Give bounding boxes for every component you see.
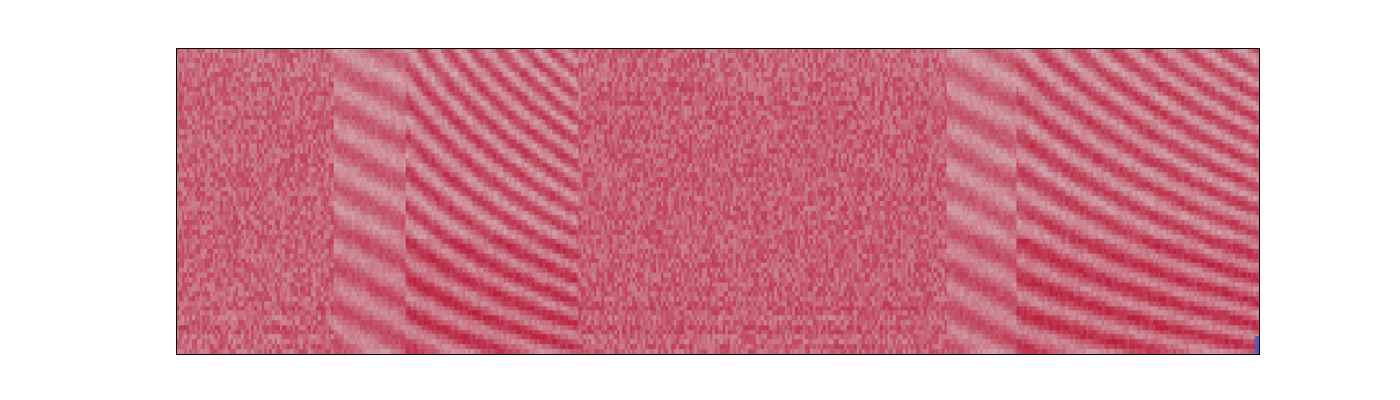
heatmap-plot-area (176, 48, 1260, 355)
heatmap-canvas (177, 49, 1259, 354)
